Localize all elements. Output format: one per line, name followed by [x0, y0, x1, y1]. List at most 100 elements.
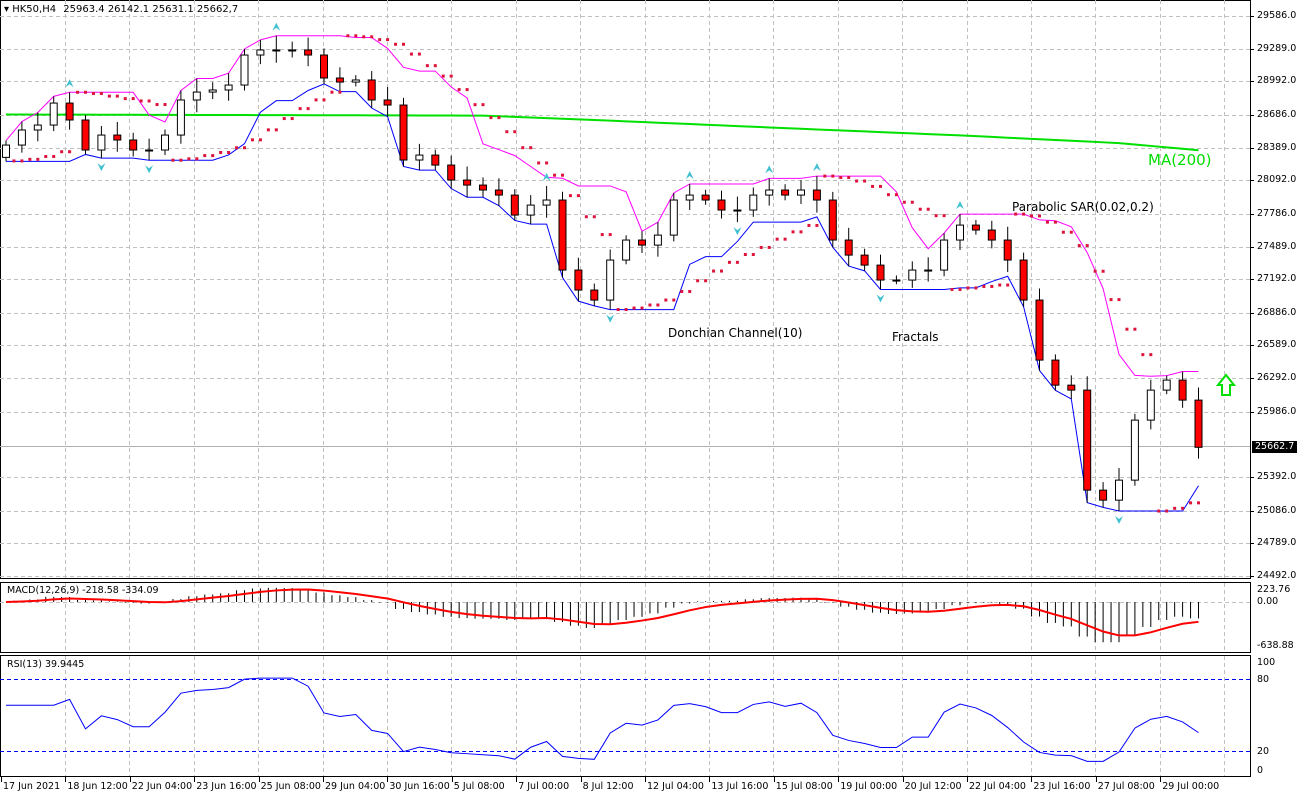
fractals-label: Fractals — [892, 330, 939, 344]
sar-dot — [1125, 327, 1129, 331]
sar-dot — [1101, 269, 1105, 273]
sar-dot — [672, 298, 676, 302]
sar-dot — [266, 128, 270, 132]
sar-dot — [346, 34, 350, 38]
sar-dot — [1061, 230, 1065, 234]
sar-dot — [1109, 298, 1113, 302]
current-price-label: 25662.7 — [1252, 441, 1298, 453]
candle-body — [908, 269, 917, 281]
candle-body — [176, 99, 185, 136]
candle-body — [17, 129, 26, 146]
candle-body — [1019, 259, 1028, 301]
sar-dot — [243, 146, 246, 150]
sar-dot — [187, 157, 191, 161]
time-axis-label: 18 Jun 12:00 — [67, 781, 128, 792]
candle-body — [669, 199, 678, 236]
sar-dot — [950, 287, 954, 291]
sar-dot — [1053, 220, 1057, 224]
sar-dot — [1117, 298, 1121, 302]
sar-dot — [1149, 353, 1153, 357]
fractal-up-icon — [272, 22, 281, 31]
sar-dot — [982, 284, 986, 288]
candle-body — [256, 49, 265, 56]
sar-dot — [354, 34, 358, 38]
sar-dot — [290, 117, 294, 121]
time-axis-label: 13 Jul 16:00 — [711, 781, 769, 792]
sar-dot — [131, 97, 135, 101]
sar-dot — [84, 90, 87, 94]
sar-dot — [115, 94, 119, 98]
rsi-axis-100: 100 — [1257, 657, 1276, 668]
candle-body — [351, 79, 360, 83]
sar-dot — [441, 74, 445, 78]
sar-dot — [791, 230, 795, 234]
sar-dot — [298, 107, 302, 111]
candle-body — [1162, 379, 1171, 391]
donchian-lower-line — [6, 83, 1199, 512]
time-axis-label: 19 Jul 00:00 — [840, 781, 898, 792]
sar-dot — [1165, 509, 1169, 513]
candle-body — [574, 269, 583, 291]
sar-dot — [831, 174, 835, 178]
sar-dot — [823, 174, 827, 178]
candle-body — [892, 279, 901, 282]
fractal-down-icon — [876, 294, 885, 303]
sar-dot — [1173, 506, 1177, 510]
candle-body — [1178, 379, 1187, 401]
sar-dot — [894, 193, 898, 197]
sar-dot — [417, 52, 421, 56]
candle-body — [494, 189, 503, 196]
candle-body — [240, 54, 249, 86]
candle-body — [1051, 359, 1060, 386]
sar-dot — [664, 298, 668, 302]
price-axis-label: 24789.0 — [1257, 537, 1297, 549]
sar-dot — [433, 64, 437, 68]
dropdown-triangle-icon[interactable]: ▾ — [4, 4, 10, 15]
sar-dot — [783, 237, 787, 241]
candle-body — [431, 154, 440, 166]
fractal-up-icon — [685, 170, 694, 179]
sar-dot — [1006, 283, 1010, 287]
price-axis-label: 25986.0 — [1257, 405, 1297, 417]
sar-dot — [235, 146, 239, 150]
sar-dot — [1038, 214, 1041, 218]
ma-label: MA(200) — [1148, 151, 1212, 169]
sar-dot — [656, 303, 660, 307]
candle-body — [1099, 489, 1108, 501]
candle-body — [479, 184, 487, 191]
candle-body — [749, 194, 758, 211]
sar-dot — [402, 42, 405, 46]
price-axis-label: 26292.0 — [1257, 372, 1297, 384]
candle-body — [383, 99, 392, 106]
sar-dot — [1181, 506, 1185, 510]
candle-body — [288, 49, 297, 52]
sar-dot — [20, 159, 24, 163]
sar-dot — [886, 193, 890, 197]
price-axis-label: 26886.0 — [1257, 306, 1297, 318]
sar-dot — [52, 155, 56, 159]
sar-dot — [624, 308, 628, 312]
sar-dot — [139, 99, 143, 103]
candle-body — [924, 269, 933, 272]
candle-body — [510, 194, 519, 216]
fractal-up-icon — [542, 172, 551, 181]
price-axis-label: 28686.0 — [1257, 108, 1297, 120]
candle-body — [1035, 299, 1044, 361]
candle-body — [335, 77, 344, 83]
price-axis-label: 28992.0 — [1257, 75, 1297, 87]
sar-dot — [553, 173, 557, 177]
time-axis-label: 20 Jul 12:00 — [904, 781, 962, 792]
candle-body — [781, 189, 790, 196]
price-axis-label: 25086.0 — [1257, 504, 1297, 516]
candle-body — [1130, 419, 1139, 481]
candle-body — [876, 264, 885, 281]
candle-body — [606, 259, 615, 301]
price-axis-label: 29289.0 — [1257, 42, 1297, 54]
time-axis-label: 25 Jun 08:00 — [260, 781, 321, 792]
sar-dot — [155, 103, 159, 107]
sar-dot — [211, 154, 215, 158]
candle-body — [65, 102, 74, 121]
price-axis-label: 25392.0 — [1257, 471, 1297, 483]
rsi-panel — [0, 655, 1251, 777]
